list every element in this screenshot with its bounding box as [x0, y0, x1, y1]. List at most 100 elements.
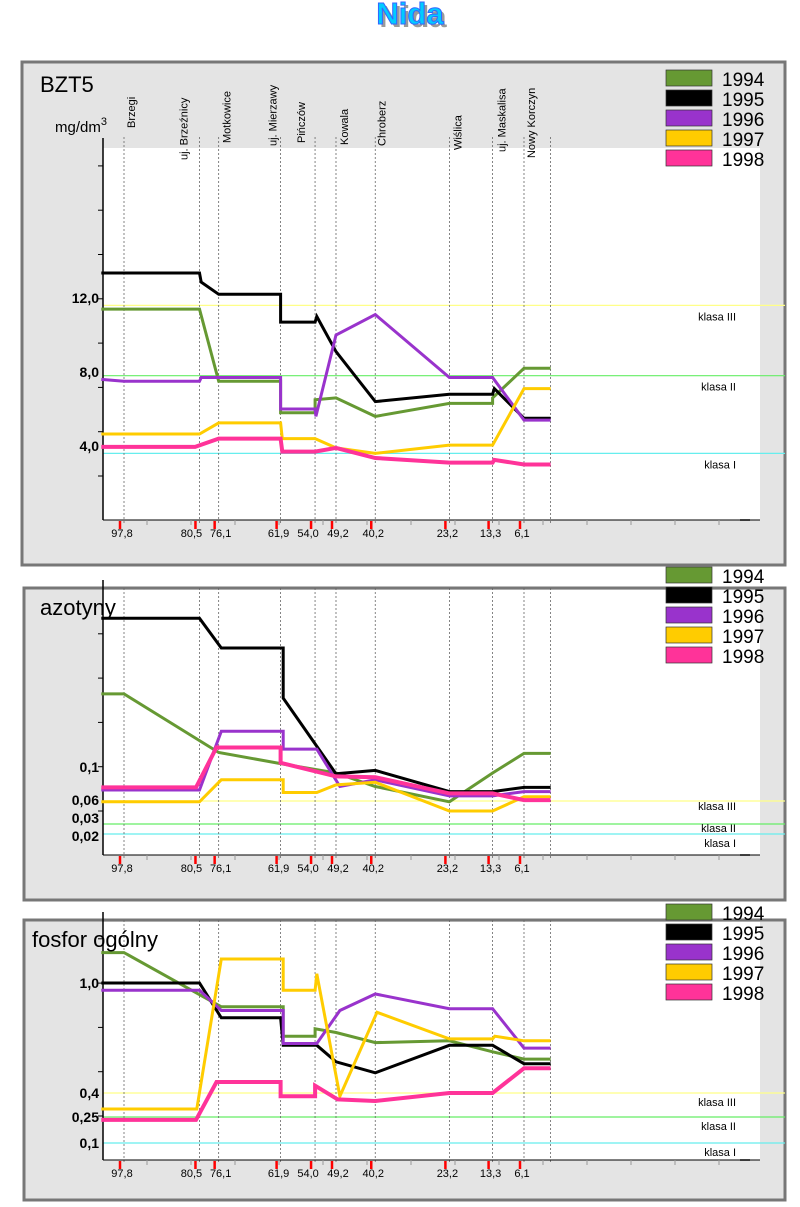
class-label: klasa I — [704, 459, 736, 471]
km-label: 54,0 — [297, 1168, 318, 1180]
series-line-1997 — [101, 778, 551, 813]
legend-label: 1995 — [722, 924, 764, 945]
class-label: klasa III — [698, 311, 736, 323]
y-tick-label: 0,25 — [72, 1109, 99, 1125]
km-label: 61,9 — [268, 528, 289, 540]
class-label: klasa I — [704, 838, 736, 850]
legend-label: 1998 — [722, 150, 764, 171]
chart-panel-1: klasa III klasa II klasa I 12,0 8,0 4,0 97,8 80… — [20, 60, 787, 567]
legend-swatch-1997 — [665, 626, 713, 644]
legend-label: 1996 — [722, 944, 764, 965]
legend-label: 1998 — [722, 984, 764, 1005]
y-tick-label: 8,0 — [80, 364, 100, 380]
km-label: 6,1 — [514, 528, 529, 540]
legend-label: 1995 — [722, 587, 764, 608]
legend-swatch-1995 — [665, 89, 713, 107]
legend-label: 1994 — [722, 70, 765, 91]
class-label: klasa II — [701, 823, 736, 835]
y-tick-label: 0,1 — [80, 759, 100, 775]
y-unit-label: mg/dm3 — [55, 116, 107, 136]
km-label: 40,2 — [363, 528, 384, 540]
km-label: 40,2 — [363, 863, 384, 875]
km-label: 76,1 — [210, 863, 231, 875]
km-label: 76,1 — [210, 528, 231, 540]
legend-swatch-1994 — [665, 69, 713, 87]
station-name: Kowala — [339, 108, 351, 145]
km-label: 80,5 — [181, 863, 202, 875]
series-line-1995 — [101, 616, 551, 794]
km-label: 6,1 — [514, 1168, 529, 1180]
series-line-1994 — [101, 692, 551, 804]
km-label: 49,2 — [327, 528, 348, 540]
chart-title: BZT5 — [40, 72, 94, 97]
km-label: 54,0 — [297, 863, 318, 875]
legend-label: 1995 — [722, 90, 764, 111]
legend-swatch-1994 — [665, 566, 713, 584]
class-label: klasa III — [698, 1097, 736, 1109]
y-unit-text: mg/dm — [55, 119, 101, 136]
km-label: 54,0 — [297, 528, 318, 540]
class-label: klasa I — [704, 1147, 736, 1159]
km-label: 13,3 — [480, 863, 501, 875]
station-name: Pińczów — [296, 102, 308, 143]
km-label: 23,2 — [437, 863, 458, 875]
km-label: 97,8 — [111, 863, 132, 875]
legend-swatch-1995 — [665, 586, 713, 604]
y-tick-label: 0,02 — [72, 828, 99, 844]
km-label: 40,2 — [363, 1168, 384, 1180]
station-name: uj. Brzeźnicy — [178, 97, 190, 160]
plot-area — [103, 590, 760, 855]
y-tick-label: 0,03 — [72, 810, 99, 826]
series-line-1994 — [101, 951, 551, 1061]
series-line-1995 — [101, 981, 551, 1075]
y-tick-label: 12,0 — [72, 290, 99, 306]
legend-label: 1996 — [722, 607, 764, 628]
plot-area — [103, 148, 760, 520]
station-name: Wiślica — [452, 114, 464, 150]
km-label: 97,8 — [111, 528, 132, 540]
class-label: klasa III — [698, 801, 736, 813]
series-line-1997 — [101, 957, 551, 1111]
km-label: 80,5 — [181, 528, 202, 540]
y-tick-label: 4,0 — [80, 438, 100, 454]
legend-swatch-1997 — [665, 963, 713, 981]
km-label: 97,8 — [111, 1168, 132, 1180]
y-tick-label: 1,0 — [80, 975, 100, 991]
chart-title: fosfor ogólny — [32, 927, 158, 952]
chart-panel-2: klasa III klasa II klasa I 0,1 0,06 0,03 0,02 9… — [22, 566, 787, 902]
class-label: klasa II — [701, 1121, 736, 1133]
km-label: 80,5 — [181, 1168, 202, 1180]
km-label: 76,1 — [210, 1168, 231, 1180]
series-line-1995 — [101, 271, 551, 420]
km-label: 49,2 — [327, 1168, 348, 1180]
legend-label: 1994 — [722, 567, 765, 588]
km-label: 13,3 — [480, 528, 501, 540]
station-name: Chroberz — [376, 101, 388, 146]
km-label: 23,2 — [437, 528, 458, 540]
legend-label: 1998 — [722, 647, 764, 668]
legend-label: 1997 — [722, 964, 764, 985]
legend-label: 1994 — [722, 904, 765, 925]
legend-label: 1997 — [722, 627, 764, 648]
y-tick-label: 0,1 — [80, 1135, 100, 1151]
series-line-1997 — [101, 387, 551, 455]
legend-swatch-1998 — [665, 149, 713, 167]
y-tick-label: 0,4 — [80, 1085, 100, 1101]
legend-swatch-1997 — [665, 129, 713, 147]
legend-swatch-1998 — [665, 983, 713, 1001]
km-label: 23,2 — [437, 1168, 458, 1180]
chart-title: azotyny — [40, 595, 116, 620]
station-name: Brzegi — [126, 97, 138, 128]
station-name: Motkowice — [222, 91, 234, 143]
km-label: 61,9 — [268, 863, 289, 875]
legend-label: 1996 — [722, 110, 764, 131]
legend-swatch-1994 — [665, 903, 713, 921]
y-tick-label: 0,06 — [72, 792, 99, 808]
km-label: 13,3 — [480, 1168, 501, 1180]
class-label: klasa II — [701, 382, 736, 394]
series-line-1998 — [101, 1066, 551, 1122]
km-label: 49,2 — [327, 863, 348, 875]
page-title: Nida — [376, 0, 444, 32]
series-line-1996 — [101, 312, 551, 422]
